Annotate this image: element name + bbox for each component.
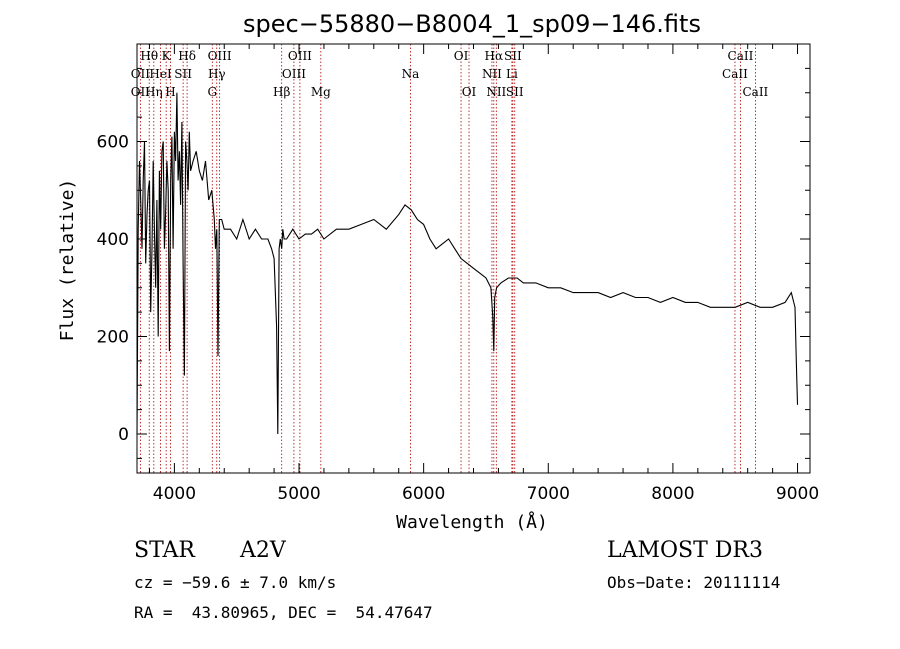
line-label-4: OIII: [288, 49, 312, 63]
line-label-21: G: [207, 85, 217, 99]
survey-name: LAMOST DR3: [607, 538, 763, 563]
line-label-1: K: [162, 49, 172, 63]
x-tick-label-4: 8000: [651, 484, 694, 504]
x-tick-label-0: 4000: [153, 484, 196, 504]
object-class: STAR: [134, 538, 195, 563]
x-axis-ticks: 4000 5000 6000 7000 8000 9000: [148, 44, 819, 504]
line-label-19: Hη: [145, 85, 163, 99]
line-label-12: Hγ: [208, 67, 226, 81]
x-tick-label-5: 9000: [776, 484, 819, 504]
line-label-25: NII: [486, 85, 506, 99]
y-tick-label-2: 400: [97, 230, 129, 250]
line-label-18: OII: [131, 85, 151, 99]
line-label-22: Hβ: [273, 85, 290, 99]
chart-title: spec−55880−B8004_1_sp09−146.fits: [243, 10, 701, 38]
emission-line-markers: [139, 44, 756, 473]
line-label-26: SII: [506, 85, 524, 99]
y-axis-label: Flux (relative): [57, 179, 78, 342]
line-label-8: CaII: [728, 49, 754, 63]
x-tick-label-2: 6000: [402, 484, 445, 504]
line-label-2: Hδ: [178, 49, 196, 63]
line-label-5: OI: [454, 49, 469, 63]
x-axis-label: Wavelength (Å): [396, 511, 548, 533]
line-label-10: HeI: [149, 67, 172, 81]
line-label-3: OIII: [208, 49, 232, 63]
line-label-11: SII: [174, 67, 192, 81]
ra-dec-coordinates: RA = 43.80965, DEC = 54.47647: [134, 603, 433, 622]
redshift-cz: cz = −59.6 ± 7.0 km/s: [134, 573, 337, 592]
y-axis-ticks: 0 200 400 600: [97, 67, 810, 459]
spectrum-series-line: [136, 92, 799, 435]
line-label-15: NII: [482, 67, 502, 81]
line-label-20: H: [165, 85, 175, 99]
line-label-23: Mg: [311, 85, 331, 99]
y-tick-label-0: 0: [118, 425, 129, 445]
y-tick-label-1: 200: [97, 328, 129, 348]
plot-frame: [136, 43, 811, 474]
line-label-9: OII: [131, 67, 151, 81]
x-tick-label-1: 5000: [277, 484, 320, 504]
line-label-16: Li: [506, 67, 518, 81]
y-tick-label-3: 600: [97, 133, 129, 153]
line-label-27: CaII: [742, 85, 768, 99]
x-tick-label-3: 7000: [527, 484, 570, 504]
line-label-6: Hα: [485, 49, 504, 63]
spectrum-chart: spec−55880−B8004_1_sp09−146.fits Hθ K Hδ OI…: [57, 10, 819, 533]
observation-date: Obs−Date: 20111114: [607, 573, 781, 592]
line-label-14: Na: [402, 67, 420, 81]
line-label-17: CaII: [722, 67, 748, 81]
line-label-13: OIII: [282, 67, 306, 81]
line-label-0: Hθ: [140, 49, 158, 63]
line-label-24: OI: [462, 85, 477, 99]
object-subclass: A2V: [240, 538, 286, 563]
line-label-7: SII: [504, 49, 522, 63]
